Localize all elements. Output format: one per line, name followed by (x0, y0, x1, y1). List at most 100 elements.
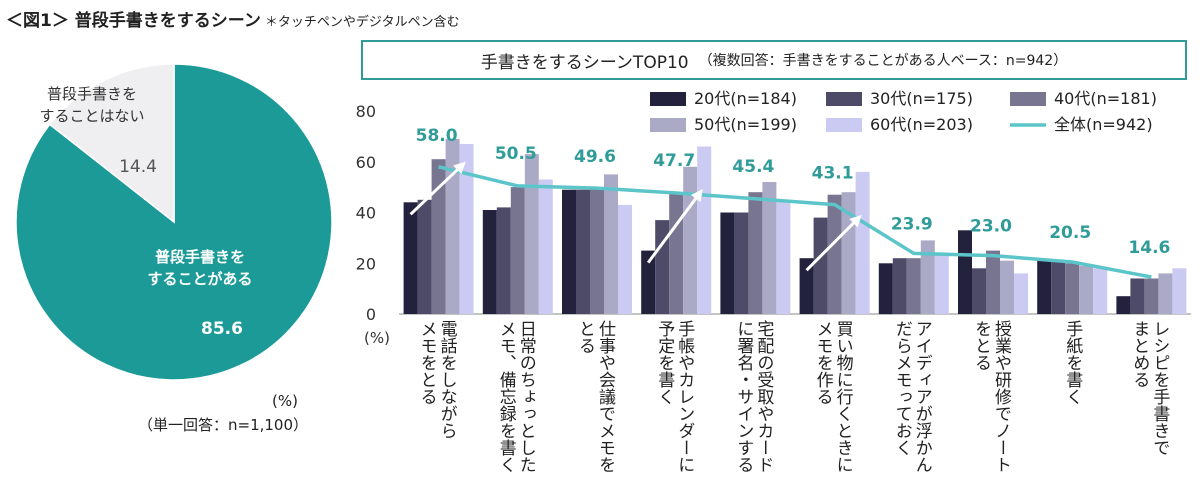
x-category-label: メモ、備忘録を書く (496, 320, 517, 473)
bar (958, 230, 972, 314)
pie-label-no-line: することはない (39, 107, 144, 125)
bar (920, 240, 935, 314)
legend-label: 40代(n=181) (1054, 89, 1157, 108)
bar (892, 258, 907, 314)
bar (1144, 278, 1159, 314)
data-label: 58.0 (416, 126, 458, 146)
bar (734, 212, 749, 314)
y-tick-label: 0 (366, 305, 376, 324)
bar (618, 204, 632, 314)
trend-arrow (646, 188, 703, 264)
data-label: 23.0 (970, 217, 1012, 237)
x-category-label: メモをとる (417, 320, 437, 405)
x-category-label: 日常のちょっとした (516, 320, 536, 473)
bar (972, 268, 986, 314)
bar (604, 174, 618, 314)
legend-label: 50代(n=199) (694, 115, 797, 134)
bar (431, 159, 446, 314)
trend-arrow (409, 161, 466, 216)
legend-swatch (650, 92, 686, 106)
y-tick-label: 20 (356, 254, 376, 273)
bar (417, 199, 432, 314)
x-category-label: 買い物に行くときに (833, 320, 854, 473)
x-category-label: 電話をしながら (437, 320, 458, 439)
bar (510, 187, 525, 314)
chart-title-box: 手書きをするシーンTOP10 （複数回答：手書きをすることがある人ベース：n=94… (361, 40, 1187, 80)
x-category-label: だらメモっておく (892, 320, 912, 456)
bar (799, 258, 814, 314)
bar (1037, 260, 1052, 314)
pie-base: （単一回答：n=1,100） (138, 416, 309, 434)
data-label: 43.1 (812, 164, 854, 184)
bar (762, 182, 777, 314)
pie-value-yes: 85.6 (201, 319, 243, 339)
bar (669, 192, 684, 314)
bar (562, 189, 576, 314)
bar (445, 138, 460, 314)
data-label: 50.5 (495, 144, 537, 164)
pie-unit: (%) (272, 392, 298, 410)
pie-value-no: 14.4 (119, 157, 157, 177)
legend-swatch (826, 118, 862, 132)
data-label: 45.4 (732, 157, 774, 177)
bar (720, 212, 735, 314)
legend-swatch (1010, 92, 1046, 106)
legend-swatch (650, 118, 686, 132)
legend-label: 30代(n=175) (870, 89, 973, 108)
bar (986, 250, 1000, 314)
bar (459, 144, 474, 314)
figure-note: ＊タッチペンやデジタルペン含む (264, 15, 460, 30)
x-category-label: 授業や研修でノート (991, 320, 1012, 473)
pie-label-no-line: 普段手書きを (47, 85, 137, 103)
bar (776, 199, 791, 314)
data-label: 14.6 (1128, 238, 1170, 258)
legend-swatch (826, 92, 862, 106)
bar (1000, 260, 1014, 314)
bar (1172, 268, 1187, 314)
bar (655, 220, 670, 314)
trend-arrow (805, 214, 862, 272)
pie-label-yes-line: することがある (147, 270, 252, 288)
figure-title-text: ＜図1＞ 普段手書きをするシーン (6, 11, 261, 31)
x-category-label: メモを作る (813, 320, 834, 405)
legend-label: 20代(n=184) (694, 89, 797, 108)
bar (1116, 296, 1131, 314)
bar (855, 171, 870, 314)
bar (576, 189, 590, 314)
y-tick-label: 40 (356, 204, 376, 223)
x-category-label: に署名・サインする (733, 320, 754, 473)
overall-line (438, 165, 1152, 279)
bar (403, 202, 418, 314)
figure-title: ＜図1＞ 普段手書きをするシーン ＊タッチペンやデジタルペン含む (6, 6, 460, 31)
data-label: 20.5 (1049, 223, 1091, 243)
bar (496, 207, 511, 314)
chart-title: 手書きをするシーンTOP10 (480, 52, 689, 73)
bar (524, 154, 539, 314)
x-category-label: をとる (971, 320, 991, 371)
pie-label-yes-line: 普段手書きを (155, 248, 245, 266)
data-label: 47.7 (653, 151, 695, 171)
bar (1065, 263, 1080, 315)
y-axis-unit: (%) (364, 329, 390, 347)
data-label: 23.9 (891, 214, 933, 234)
bar (1079, 265, 1094, 314)
y-tick-label: 60 (356, 153, 376, 172)
bar (482, 210, 497, 314)
data-label: 49.6 (574, 147, 616, 167)
bar (813, 217, 828, 314)
bar (1158, 273, 1173, 314)
bar (538, 179, 553, 314)
x-category-label: 手帳やカレンダーに (674, 320, 695, 473)
bar (748, 192, 763, 314)
x-category-label: まとめる (1129, 320, 1149, 388)
bar (1051, 260, 1066, 314)
x-category-label: 宅配の受取やカード (753, 320, 774, 473)
legend-label: 全体(n=942) (1054, 115, 1153, 134)
bar (827, 194, 842, 314)
x-category-label: 予定を書く (654, 320, 675, 405)
bar (1014, 273, 1028, 314)
pie-slice-1 (48, 63, 175, 224)
bar (1093, 268, 1108, 314)
x-category-label: 手紙を書く (1062, 320, 1083, 405)
